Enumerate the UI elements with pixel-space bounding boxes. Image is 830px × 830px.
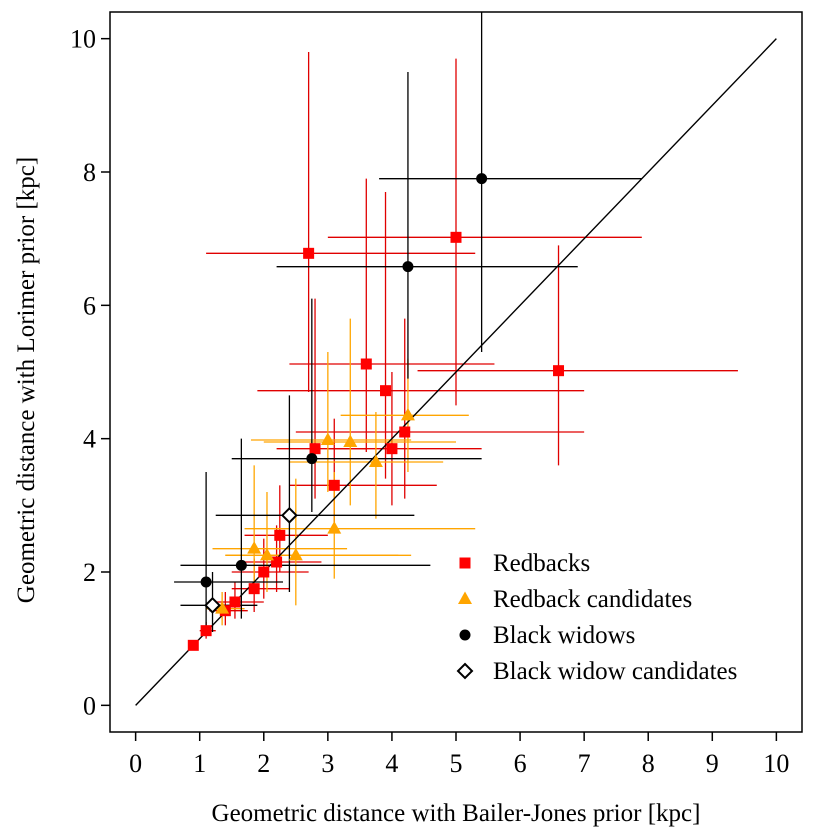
redback-candidates-point <box>343 434 358 447</box>
legend: Redbacks Redback candidates Black widows Bl… <box>456 550 737 685</box>
y-tick-label: 4 <box>83 425 96 454</box>
redback-candidates-point <box>259 547 274 561</box>
redback-candidates-point <box>368 454 383 467</box>
error-bars-layer <box>174 12 738 649</box>
redbacks-point <box>553 365 565 377</box>
x-axis-label: Geometric distance with Bailer-Jones pri… <box>212 800 701 827</box>
legend-label: Redback candidates <box>493 586 692 613</box>
redbacks-point <box>200 625 212 637</box>
x-tick-label: 8 <box>642 749 655 778</box>
black-widow-candidates-point <box>204 596 221 614</box>
redbacks-point <box>303 247 315 259</box>
redbacks-point <box>309 443 321 455</box>
x-tick-label: 9 <box>706 749 719 778</box>
redback-candidates-point <box>327 521 342 534</box>
x-tick-label: 7 <box>578 749 591 778</box>
y-axis-ticks: 0 2 4 6 8 10 <box>70 25 110 720</box>
x-tick-label: 4 <box>385 749 398 778</box>
x-tick-label: 3 <box>321 749 334 778</box>
redbacks-point <box>274 529 286 541</box>
x-tick-label: 10 <box>763 749 789 778</box>
legend-marker <box>458 591 472 604</box>
redbacks-point <box>380 385 392 397</box>
black-widows-point <box>402 261 414 273</box>
x-axis-ticks: 0 1 2 3 4 5 6 7 8 9 10 <box>129 732 789 778</box>
y-tick-label: 0 <box>83 691 96 720</box>
identity-line <box>135 38 777 706</box>
black-widows-point <box>235 559 247 571</box>
redbacks-point <box>248 583 260 595</box>
x-tick-label: 1 <box>193 749 206 778</box>
y-tick-label: 8 <box>83 158 96 187</box>
redback-candidates-point <box>288 547 303 561</box>
markers-layer <box>187 173 565 651</box>
legend-label: Black widows <box>493 622 635 649</box>
legend-marker <box>459 557 471 569</box>
black-widows-point <box>200 576 212 588</box>
y-tick-label: 6 <box>83 291 96 320</box>
legend-label: Black widow candidates <box>493 658 737 685</box>
y-tick-label: 2 <box>83 558 96 587</box>
x-tick-label: 0 <box>129 749 142 778</box>
redbacks-point <box>258 566 270 578</box>
redback-candidates-point <box>320 432 335 445</box>
y-axis-label: Geometric distance with Lorimer prior [k… <box>13 157 40 603</box>
x-tick-label: 5 <box>450 749 463 778</box>
legend-marker <box>456 662 474 680</box>
y-tick-label: 10 <box>70 25 96 54</box>
redbacks-point <box>399 426 411 438</box>
legend-marker <box>459 629 471 641</box>
redbacks-point <box>450 231 462 243</box>
black-widows-point <box>306 453 318 465</box>
redback-candidates-point <box>247 541 262 554</box>
redbacks-point <box>187 639 199 651</box>
redbacks-point <box>229 596 241 608</box>
redback-candidates-point <box>400 407 415 421</box>
black-widow-candidates-point <box>280 506 298 524</box>
redbacks-point <box>360 358 372 370</box>
legend-label: Redbacks <box>493 550 590 577</box>
x-tick-label: 6 <box>514 749 527 778</box>
redback-candidates-point <box>215 601 230 614</box>
x-tick-label: 2 <box>257 749 270 778</box>
redbacks-point <box>386 443 398 455</box>
redbacks-point <box>271 556 283 568</box>
black-widows-point <box>476 173 488 185</box>
redbacks-point <box>328 479 340 491</box>
